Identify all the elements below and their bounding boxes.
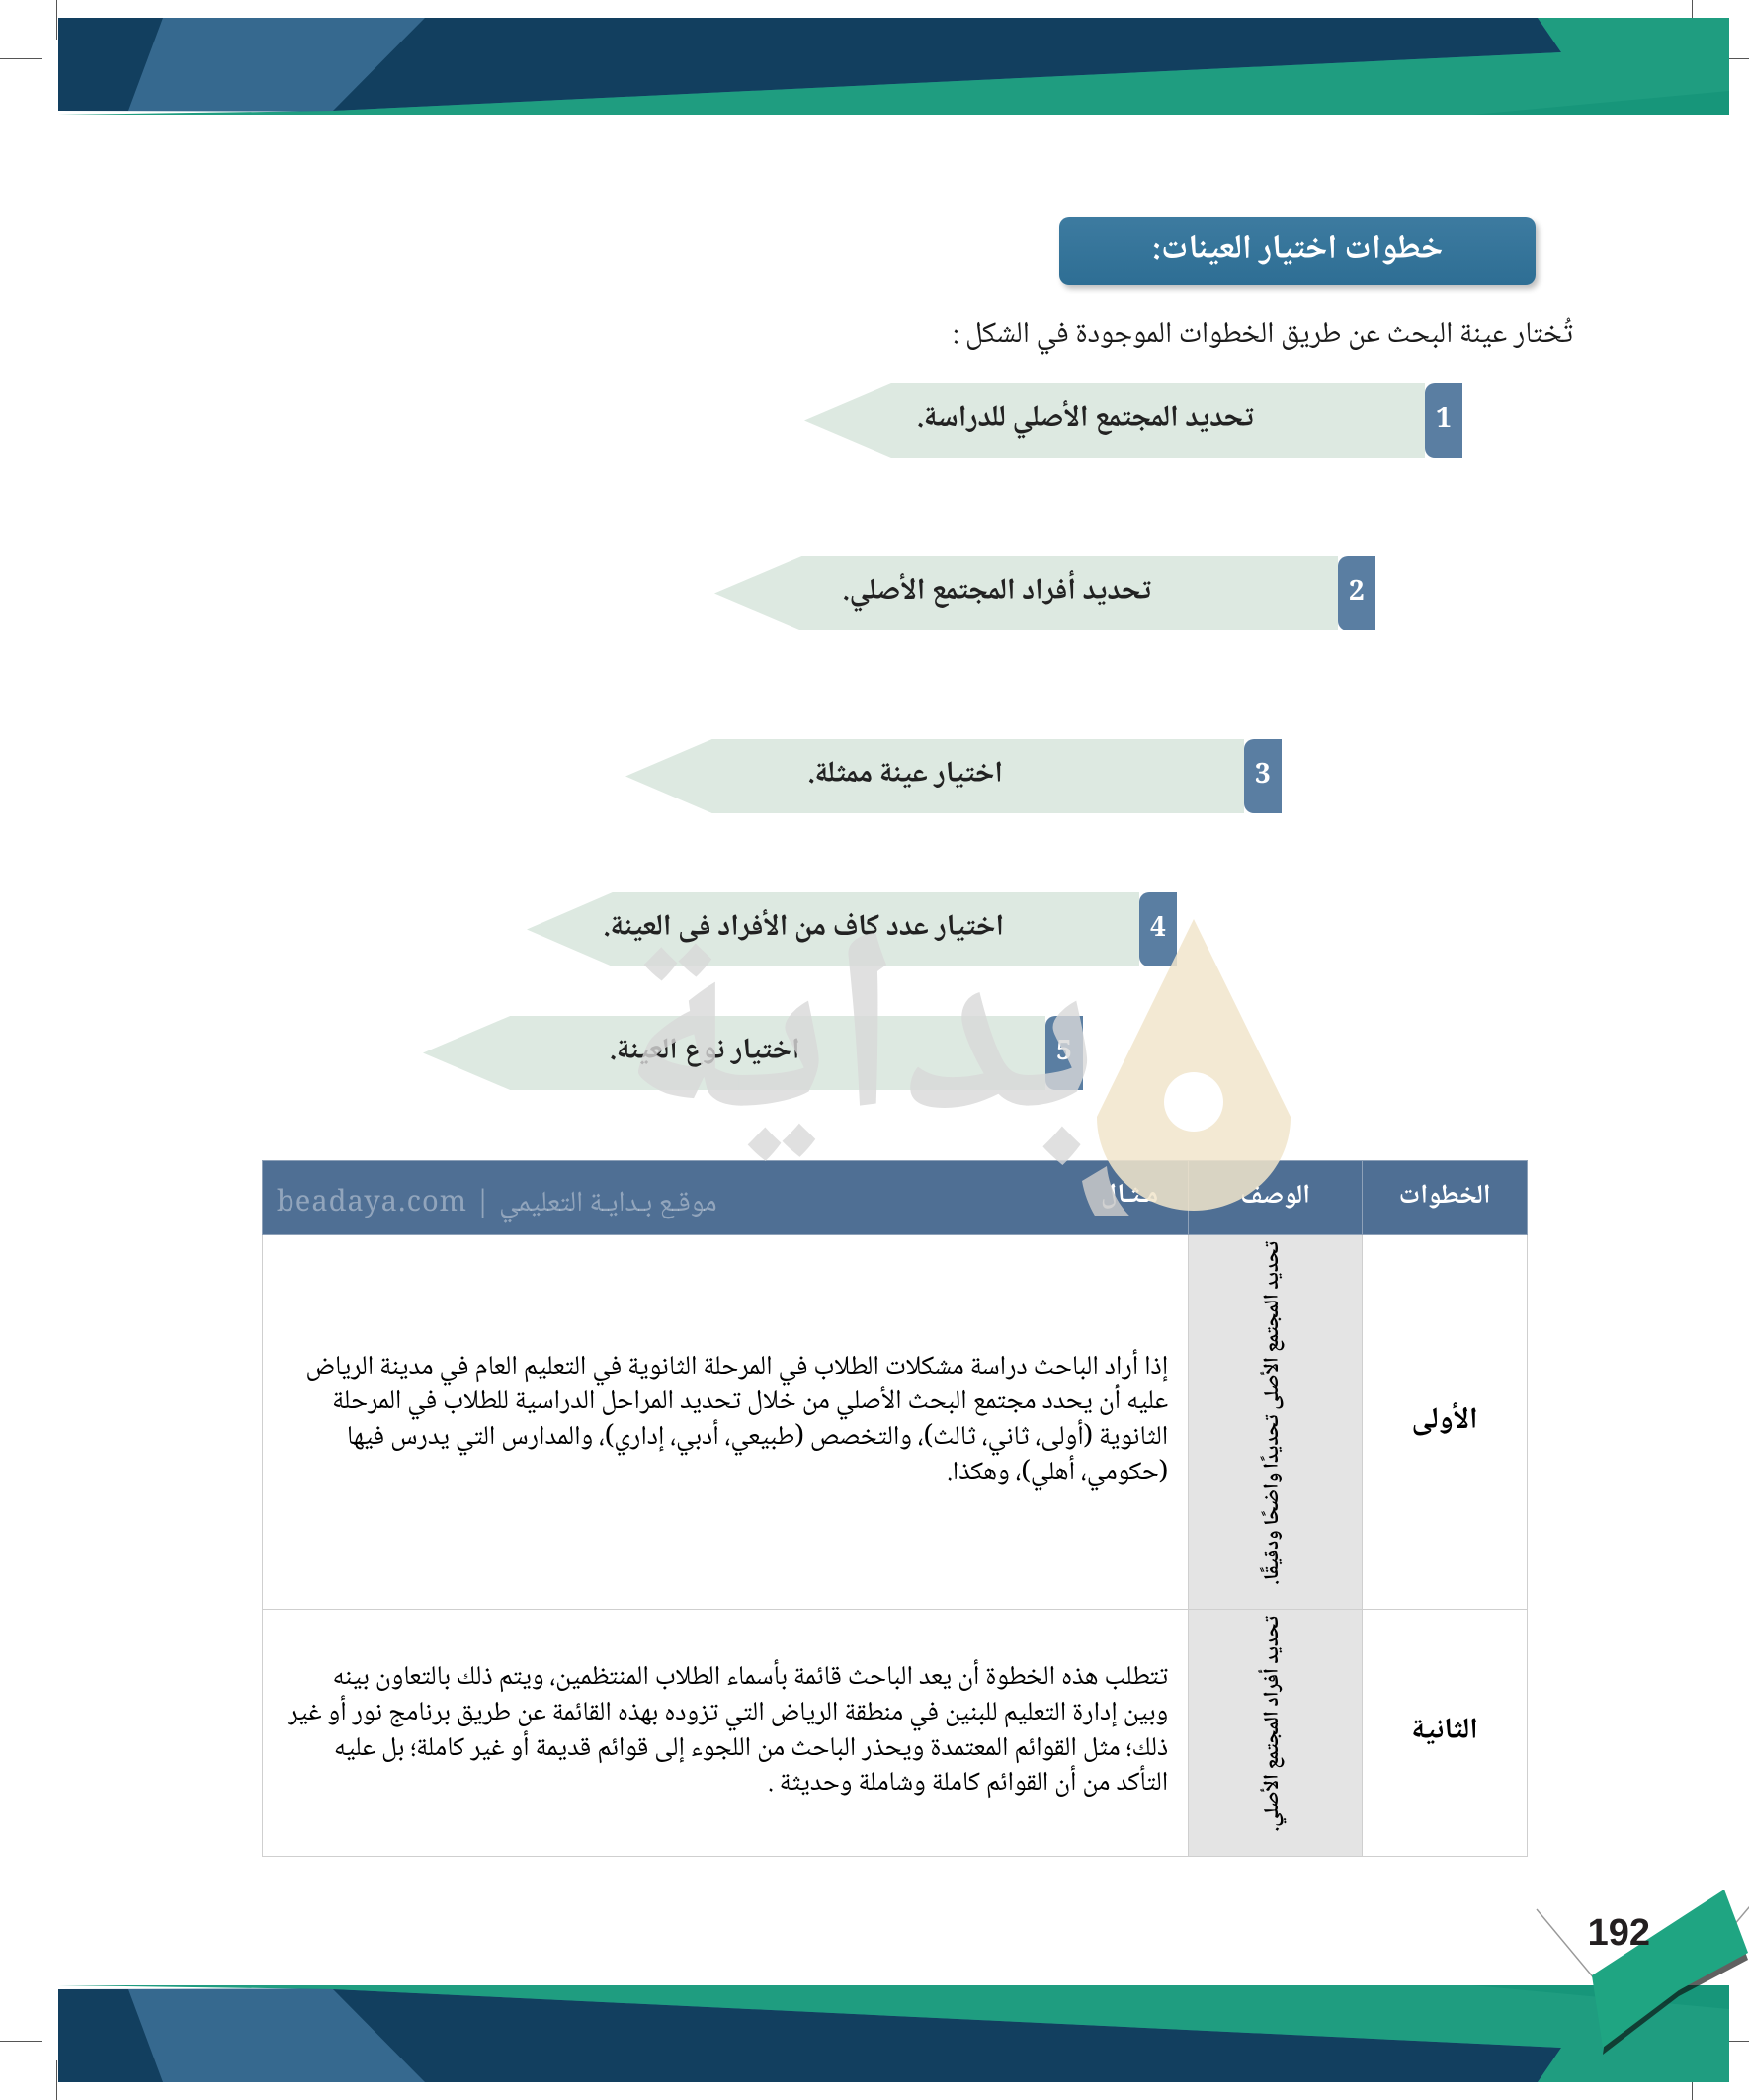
svg-text:192: 192 xyxy=(1588,1912,1650,1954)
